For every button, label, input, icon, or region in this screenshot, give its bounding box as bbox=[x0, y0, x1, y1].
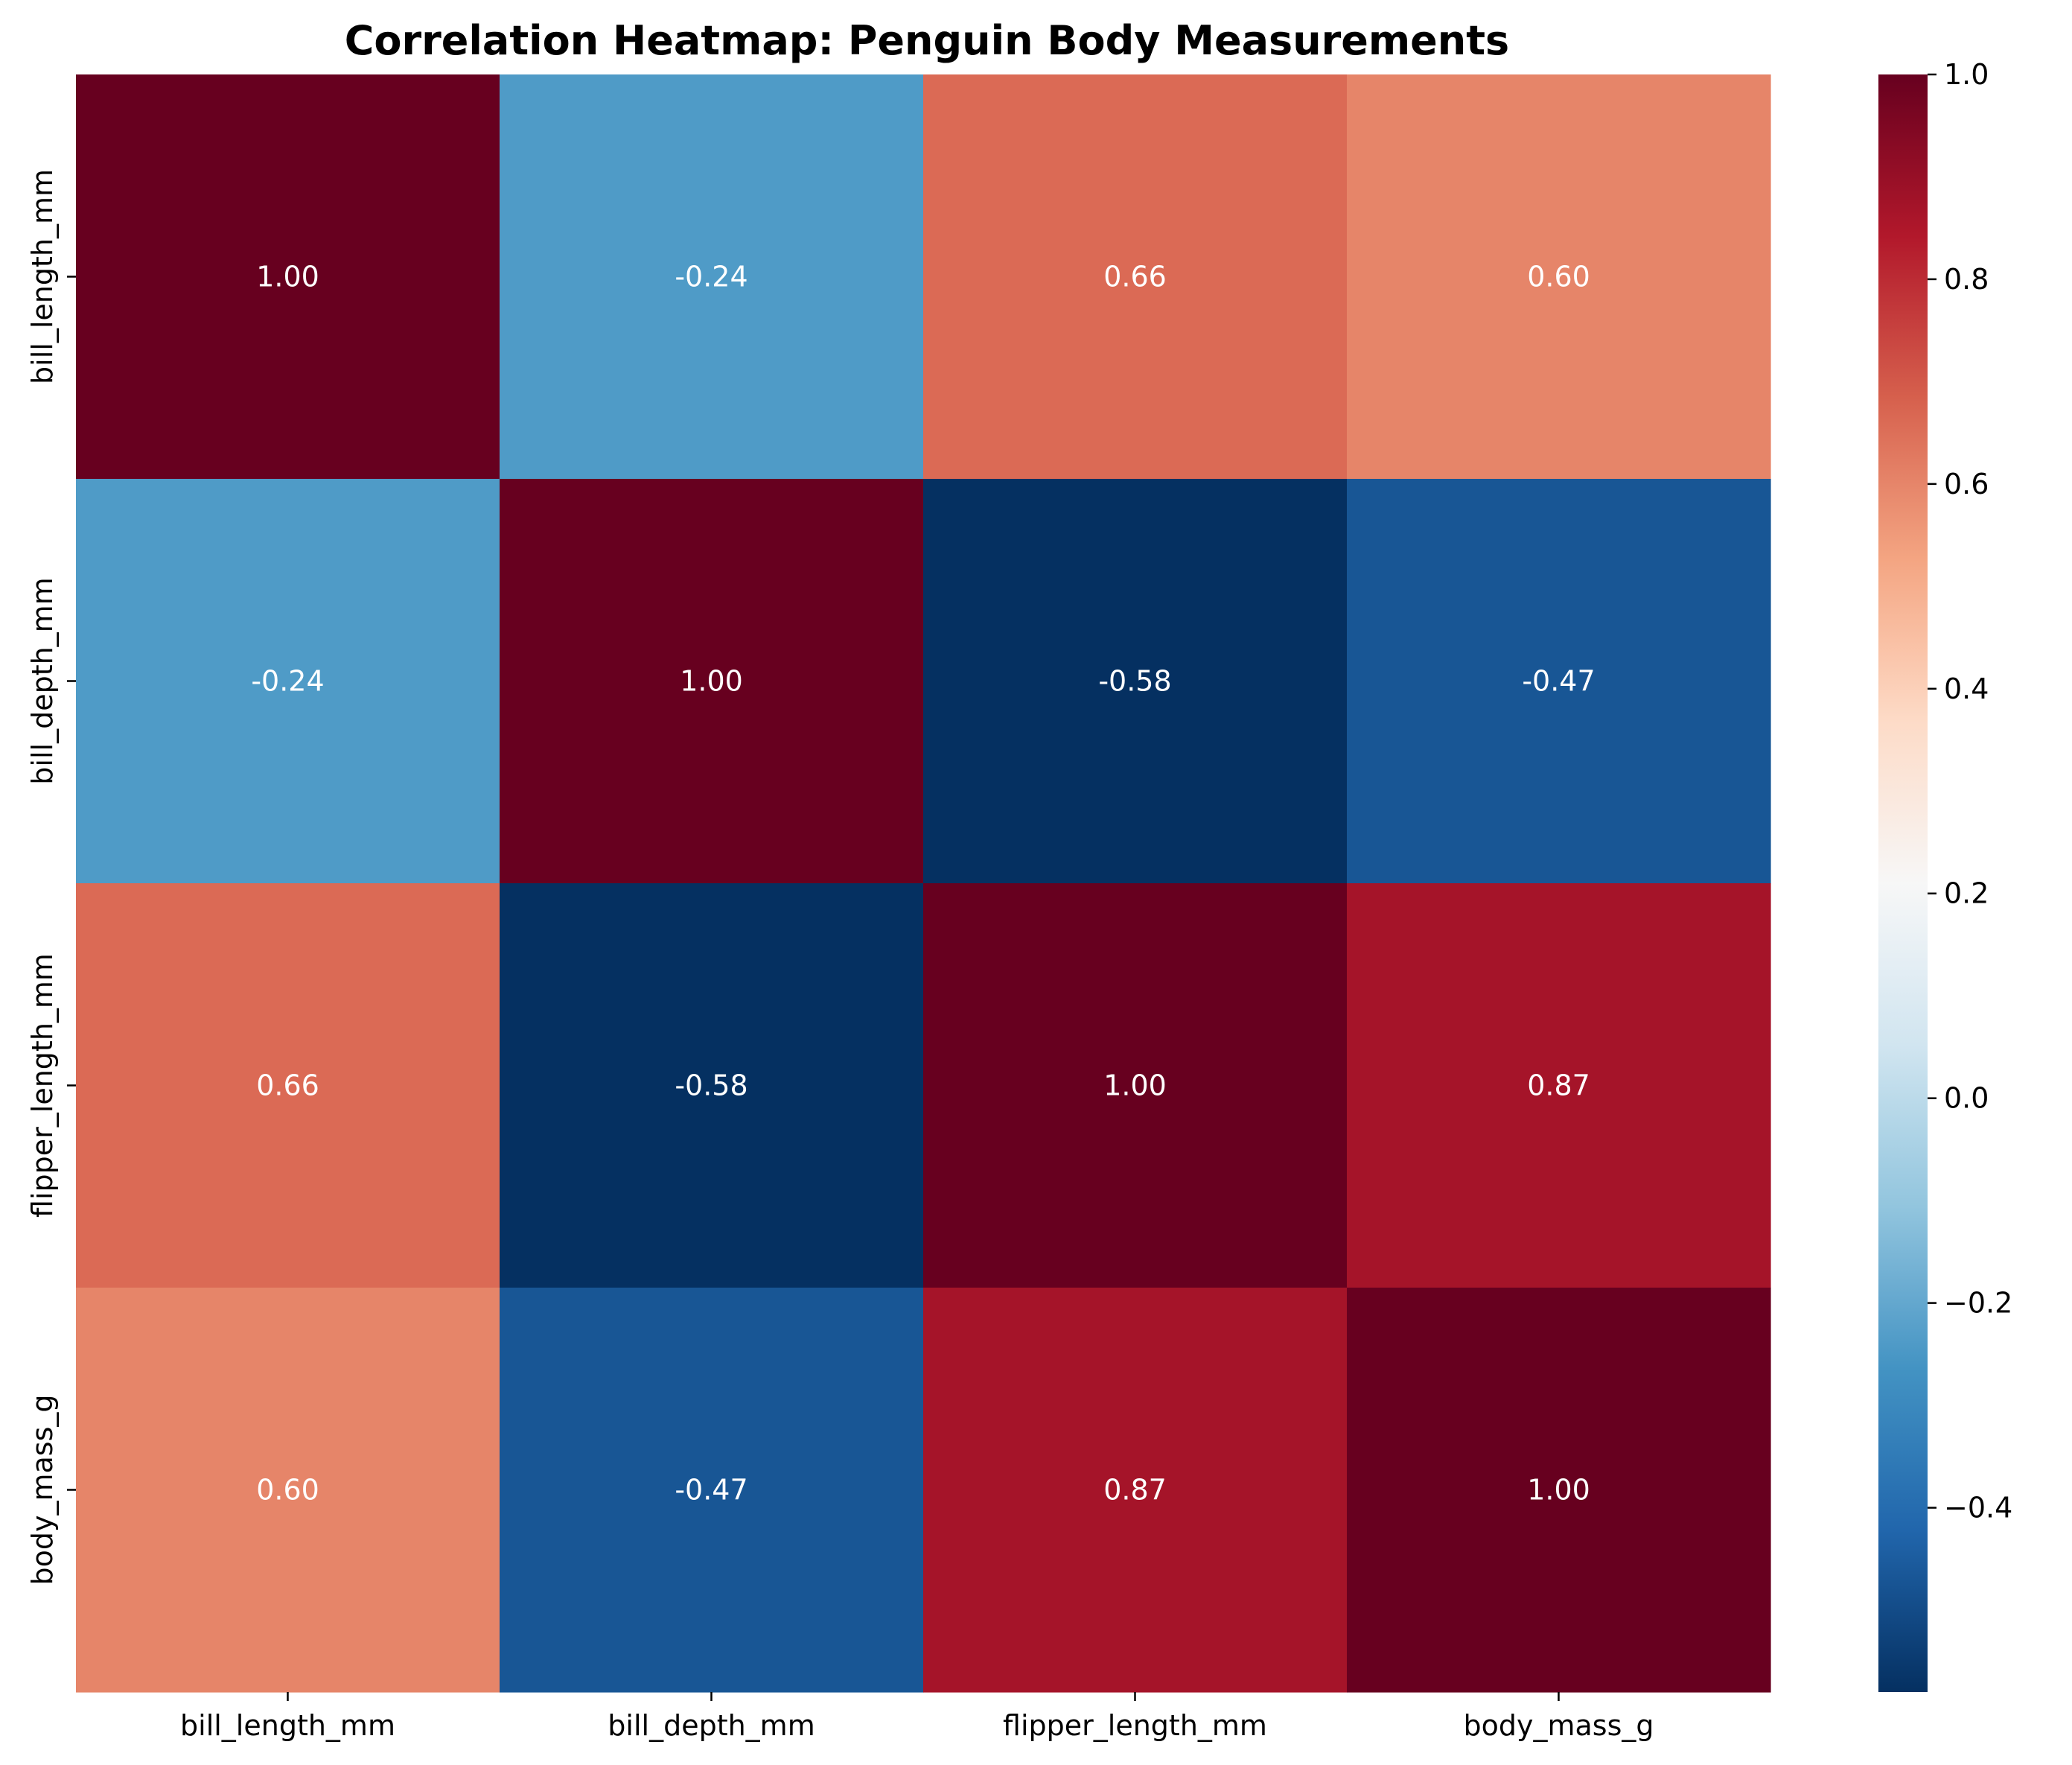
heatmap-cell bbox=[923, 1288, 1348, 1693]
heatmap-cell bbox=[76, 1288, 500, 1693]
heatmap-cell bbox=[76, 74, 500, 480]
chart-title: Correlation Heatmap: Penguin Body Measur… bbox=[345, 17, 1509, 64]
heatmap-cell bbox=[500, 883, 924, 1288]
cell-value-label: -0.47 bbox=[1522, 665, 1595, 698]
colorbar-gradient bbox=[1878, 74, 1928, 1692]
y-tick-label: flipper_length_mm bbox=[26, 953, 59, 1218]
y-tick-label: body_mass_g bbox=[26, 1395, 59, 1586]
heatmap-cell bbox=[1347, 479, 1771, 884]
heatmap-cell bbox=[500, 479, 924, 884]
colorbar-tick-label: 0.6 bbox=[1944, 468, 1989, 500]
colorbar-tick-label: 0.4 bbox=[1944, 672, 1989, 705]
colorbar-tick-label: −0.2 bbox=[1944, 1287, 2012, 1320]
y-tick-label: bill_length_mm bbox=[26, 169, 59, 384]
colorbar-tick-label: 0.8 bbox=[1944, 263, 1989, 296]
colorbar-tick-label: 0.0 bbox=[1944, 1082, 1989, 1115]
cell-value-label: 0.60 bbox=[256, 1474, 319, 1507]
colorbar-tick-label: 0.2 bbox=[1944, 877, 1989, 910]
x-tick-label: flipper_length_mm bbox=[1003, 1709, 1267, 1742]
heatmap-cell bbox=[500, 74, 924, 480]
cell-value-label: 1.00 bbox=[256, 261, 319, 293]
heatmap-cell bbox=[923, 74, 1348, 480]
heatmap-cell bbox=[1347, 883, 1771, 1288]
x-tick-label: bill_depth_mm bbox=[608, 1709, 815, 1742]
cell-value-label: 1.00 bbox=[680, 665, 743, 698]
heatmap-cell bbox=[76, 883, 500, 1288]
colorbar: 1.0 0.8 0.6 0.4 0.2 0.0 −0.2 −0.4 bbox=[1878, 58, 2012, 1692]
cell-value-label: -0.47 bbox=[675, 1474, 747, 1507]
heatmap-cell bbox=[923, 479, 1348, 884]
x-tick-label: body_mass_g bbox=[1464, 1709, 1654, 1742]
cell-value-label: 0.66 bbox=[1103, 261, 1167, 293]
cell-value-label: 0.87 bbox=[1527, 1069, 1590, 1102]
cell-value-label: -0.58 bbox=[675, 1069, 747, 1102]
heatmap-cells: 1.00 -0.24 0.66 0.60 -0.24 1.00 -0.58 -0.47 0.66… bbox=[76, 74, 1771, 1693]
x-axis: bill_length_mm bill_depth_mm flipper_lengt… bbox=[180, 1692, 1654, 1742]
heatmap-cell bbox=[1347, 1288, 1771, 1693]
heatmap-cell bbox=[500, 1288, 924, 1693]
colorbar-tick-label: 1.0 bbox=[1944, 58, 1989, 91]
cell-value-label: 0.66 bbox=[256, 1069, 319, 1102]
y-axis: bill_length_mm bill_depth_mm flipper_lengt… bbox=[26, 169, 76, 1586]
heatmap-cell bbox=[923, 883, 1348, 1288]
cell-value-label: -0.58 bbox=[1098, 665, 1171, 698]
colorbar-tick-label: −0.4 bbox=[1944, 1492, 2012, 1524]
cell-value-label: -0.24 bbox=[675, 261, 747, 293]
cell-value-label: 0.87 bbox=[1103, 1474, 1167, 1507]
heatmap-cell bbox=[76, 479, 500, 884]
y-tick-label: bill_depth_mm bbox=[26, 577, 59, 784]
cell-value-label: 1.00 bbox=[1103, 1069, 1167, 1102]
x-tick-label: bill_length_mm bbox=[180, 1709, 395, 1742]
cell-value-label: -0.24 bbox=[251, 665, 324, 698]
cell-value-label: 1.00 bbox=[1527, 1474, 1590, 1507]
heatmap-cell bbox=[1347, 74, 1771, 480]
cell-value-label: 0.60 bbox=[1527, 261, 1590, 293]
